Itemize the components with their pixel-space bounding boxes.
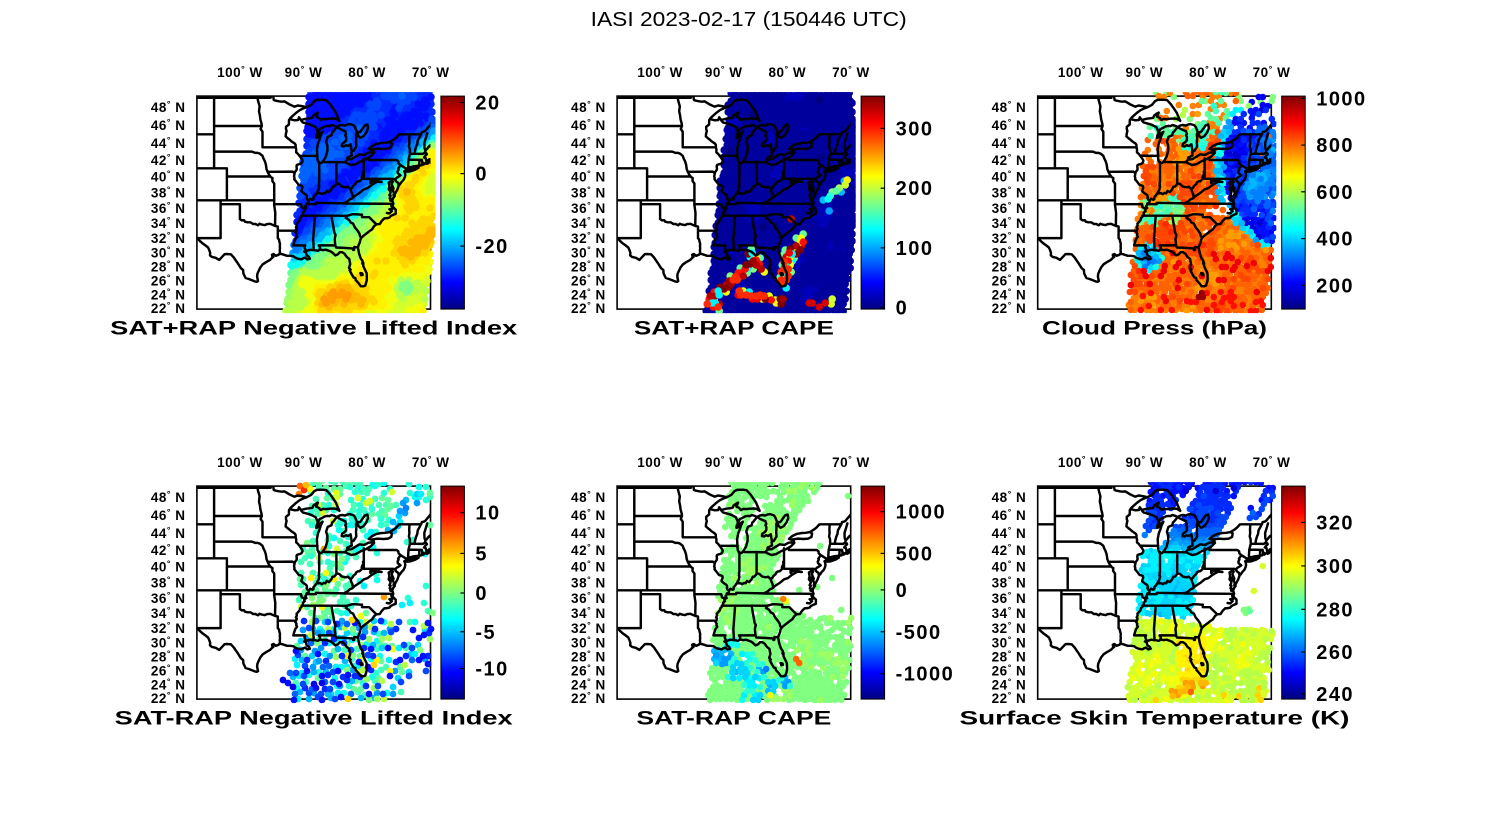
svg-text:90° W: 90° W — [285, 64, 323, 80]
svg-text:70° W: 70° W — [832, 64, 870, 80]
svg-text:34° N: 34° N — [571, 215, 606, 231]
svg-text:36° N: 36° N — [571, 200, 606, 216]
svg-text:44° N: 44° N — [992, 135, 1027, 151]
svg-text:100: 100 — [896, 238, 934, 260]
svg-text:40° N: 40° N — [151, 168, 186, 184]
svg-text:36° N: 36° N — [151, 200, 186, 216]
svg-text:80° W: 80° W — [768, 64, 806, 80]
svg-text:-20: -20 — [475, 236, 508, 258]
svg-text:80° W: 80° W — [348, 64, 386, 80]
svg-text:100° W: 100° W — [217, 64, 263, 80]
svg-text:34° N: 34° N — [151, 215, 186, 231]
svg-text:34° N: 34° N — [992, 215, 1027, 231]
svg-text:70° W: 70° W — [1253, 64, 1291, 80]
svg-text:40° N: 40° N — [571, 168, 606, 184]
svg-text:38° N: 38° N — [992, 184, 1027, 200]
svg-text:800: 800 — [1316, 135, 1354, 157]
svg-text:80° W: 80° W — [1189, 64, 1227, 80]
svg-text:0: 0 — [475, 164, 488, 186]
svg-text:100° W: 100° W — [637, 64, 683, 80]
svg-text:36° N: 36° N — [992, 200, 1027, 216]
svg-text:SAT+RAP Negative Lifted Index: SAT+RAP Negative Lifted Index — [110, 319, 518, 340]
svg-text:90° W: 90° W — [1125, 64, 1163, 80]
svg-text:20: 20 — [475, 93, 500, 115]
svg-text:44° N: 44° N — [571, 135, 606, 151]
svg-text:100° W: 100° W — [1058, 64, 1104, 80]
svg-text:48° N: 48° N — [992, 99, 1027, 115]
svg-text:46° N: 46° N — [992, 117, 1027, 133]
svg-text:400: 400 — [1316, 229, 1354, 251]
svg-text:0: 0 — [896, 298, 909, 320]
svg-text:90° W: 90° W — [705, 64, 743, 80]
svg-text:22° N: 22° N — [151, 300, 186, 316]
svg-text:70° W: 70° W — [412, 64, 450, 80]
svg-text:600: 600 — [1316, 182, 1354, 204]
svg-text:46° N: 46° N — [571, 117, 606, 133]
svg-text:46° N: 46° N — [151, 117, 186, 133]
svg-text:38° N: 38° N — [571, 184, 606, 200]
svg-text:IASI 2023-02-17 (150446 UTC): IASI 2023-02-17 (150446 UTC) — [591, 9, 907, 31]
svg-text:38° N: 38° N — [151, 184, 186, 200]
svg-text:48° N: 48° N — [151, 99, 186, 115]
svg-text:22° N: 22° N — [992, 300, 1027, 316]
svg-text:1000: 1000 — [1316, 88, 1367, 110]
svg-text:48° N: 48° N — [571, 99, 606, 115]
svg-text:22° N: 22° N — [571, 300, 606, 316]
svg-text:SAT+RAP CAPE: SAT+RAP CAPE — [634, 319, 834, 340]
svg-text:200: 200 — [896, 178, 934, 200]
svg-text:40° N: 40° N — [992, 168, 1027, 184]
svg-text:Cloud Press (hPa): Cloud Press (hPa) — [1042, 319, 1267, 340]
svg-text:300: 300 — [896, 118, 934, 140]
svg-text:200: 200 — [1316, 275, 1354, 297]
svg-text:42° N: 42° N — [151, 152, 186, 168]
svg-text:42° N: 42° N — [571, 152, 606, 168]
svg-text:44° N: 44° N — [151, 135, 186, 151]
svg-text:42° N: 42° N — [992, 152, 1027, 168]
